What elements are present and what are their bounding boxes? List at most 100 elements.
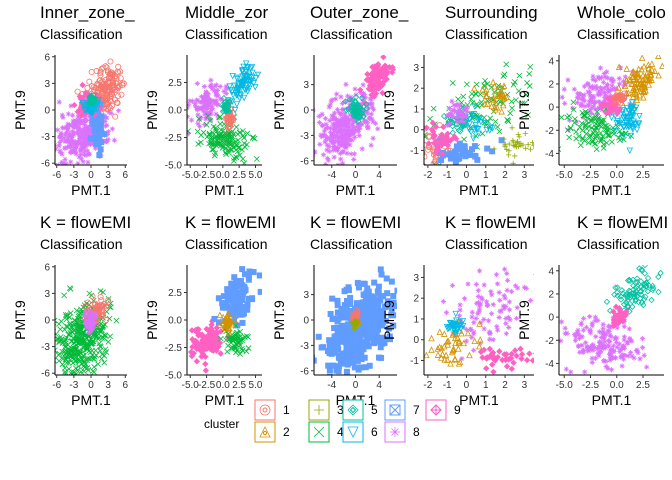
- data-point-cluster-8: [81, 151, 87, 157]
- x-tick-label: 2.5: [232, 170, 246, 181]
- data-point-cluster-8: [201, 83, 207, 90]
- data-point-cluster-7: [384, 290, 391, 297]
- x-tick-label: -2.5: [198, 170, 216, 181]
- data-point-cluster-2: [464, 329, 472, 337]
- data-point-cluster-8: [83, 319, 89, 325]
- data-point-cluster-8: [368, 96, 375, 102]
- data-point-cluster-2: [623, 77, 630, 84]
- data-point-cluster-4: [65, 360, 72, 366]
- data-point-cluster-8: [338, 120, 344, 127]
- data-point-cluster-1: [105, 67, 112, 74]
- data-point-cluster-7: [249, 296, 256, 303]
- data-point-cluster-2: [638, 55, 646, 61]
- data-point-cluster-8: [365, 125, 371, 131]
- data-point-cluster-7: [408, 242, 413, 247]
- data-point-cluster-8: [327, 118, 333, 124]
- data-point-cluster-2: [633, 76, 640, 83]
- data-point-cluster-4: [239, 155, 246, 162]
- data-point-cluster-8: [83, 138, 89, 145]
- data-point-cluster-5: [649, 282, 656, 290]
- legend-key: [254, 399, 276, 421]
- data-point-cluster-8: [375, 126, 381, 132]
- data-point-cluster-7: [376, 318, 383, 325]
- data-point-cluster-8: [357, 125, 363, 131]
- data-point-cluster-8: [77, 116, 83, 123]
- data-point-cluster-8: [469, 314, 475, 320]
- data-point-cluster-8: [109, 126, 116, 132]
- data-point-cluster-4: [473, 81, 480, 88]
- data-point-cluster-9: [496, 348, 503, 355]
- data-point-cluster-8: [596, 105, 602, 111]
- data-point-cluster-8: [108, 110, 114, 116]
- data-point-cluster-5: [642, 280, 649, 288]
- data-point-cluster-4: [564, 114, 571, 121]
- data-point-cluster-8: [349, 117, 355, 123]
- data-point-cluster-8: [187, 102, 192, 108]
- y-tick-label: 0: [44, 106, 50, 117]
- data-point-cluster-2: [656, 45, 661, 50]
- data-point-cluster-8: [600, 328, 606, 334]
- data-point-cluster-8: [601, 358, 607, 364]
- data-point-cluster-2: [659, 62, 664, 70]
- data-point-cluster-4: [508, 98, 515, 105]
- data-point-cluster-8: [62, 132, 68, 138]
- data-point-cluster-2: [476, 320, 483, 327]
- data-point-cluster-8: [338, 112, 344, 118]
- data-point-cluster-8: [344, 150, 350, 156]
- data-point-cluster-8: [331, 110, 338, 116]
- data-point-cluster-2: [645, 81, 652, 88]
- data-point-cluster-4: [62, 368, 69, 375]
- data-point-cluster-8: [579, 334, 585, 340]
- data-point-cluster-8: [457, 113, 463, 120]
- data-point-cluster-8: [614, 344, 620, 350]
- data-point-cluster-8: [86, 130, 92, 136]
- data-point-cluster-1: [97, 70, 104, 77]
- y-tick-label: 3: [44, 289, 50, 300]
- data-point-cluster-8: [187, 114, 191, 120]
- data-point-cluster-9: [610, 308, 617, 315]
- data-point-cluster-4: [206, 140, 212, 147]
- data-point-cluster-1: [102, 63, 109, 70]
- data-point-cluster-8: [373, 120, 379, 127]
- point-cloud: [559, 265, 664, 375]
- data-point-cluster-7: [340, 360, 347, 367]
- data-point-cluster-8: [605, 365, 611, 372]
- y-tick-label: 4: [548, 266, 554, 277]
- data-point-cluster-8: [208, 100, 214, 106]
- data-point-cluster-2: [476, 336, 484, 343]
- data-point-cluster-6: [233, 89, 241, 97]
- data-point-cluster-6: [235, 80, 242, 88]
- panel-subtitle: Classification: [445, 236, 527, 252]
- panel-3: Outer_zone_Classification-4 0 4-6-303PMT.1…: [271, 3, 409, 198]
- data-point-cluster-8: [219, 97, 225, 103]
- data-point-cluster-9: [622, 311, 630, 319]
- data-point-cluster-6: [240, 63, 247, 71]
- data-point-cluster-8: [213, 88, 219, 94]
- data-point-cluster-1: [103, 303, 110, 310]
- data-point-cluster-8: [202, 111, 208, 117]
- data-point-cluster-5: [638, 299, 646, 306]
- data-point-cluster-4: [203, 121, 210, 128]
- data-point-cluster-1: [105, 78, 112, 85]
- data-point-cluster-7: [366, 316, 373, 323]
- data-point-cluster-2: [449, 331, 456, 338]
- data-point-cluster-8: [587, 93, 593, 99]
- data-point-cluster-8: [590, 93, 596, 99]
- data-point-cluster-8: [345, 140, 351, 146]
- data-point-cluster-2: [451, 356, 459, 363]
- data-point-cluster-6: [233, 92, 240, 99]
- data-point-cluster-1: [112, 113, 119, 120]
- data-point-cluster-9: [368, 91, 375, 99]
- data-point-cluster-8: [603, 363, 609, 370]
- data-point-cluster-8: [72, 119, 78, 125]
- data-point-cluster-1: [424, 150, 426, 156]
- data-point-cluster-8: [545, 283, 550, 288]
- data-point-cluster-4: [97, 288, 104, 294]
- data-point-cluster-8: [75, 129, 81, 136]
- data-point-cluster-8: [212, 83, 218, 89]
- data-point-cluster-1: [99, 303, 106, 310]
- data-point-cluster-5: [629, 290, 636, 298]
- data-point-cluster-4: [580, 136, 586, 143]
- data-point-cluster-5: [353, 108, 361, 116]
